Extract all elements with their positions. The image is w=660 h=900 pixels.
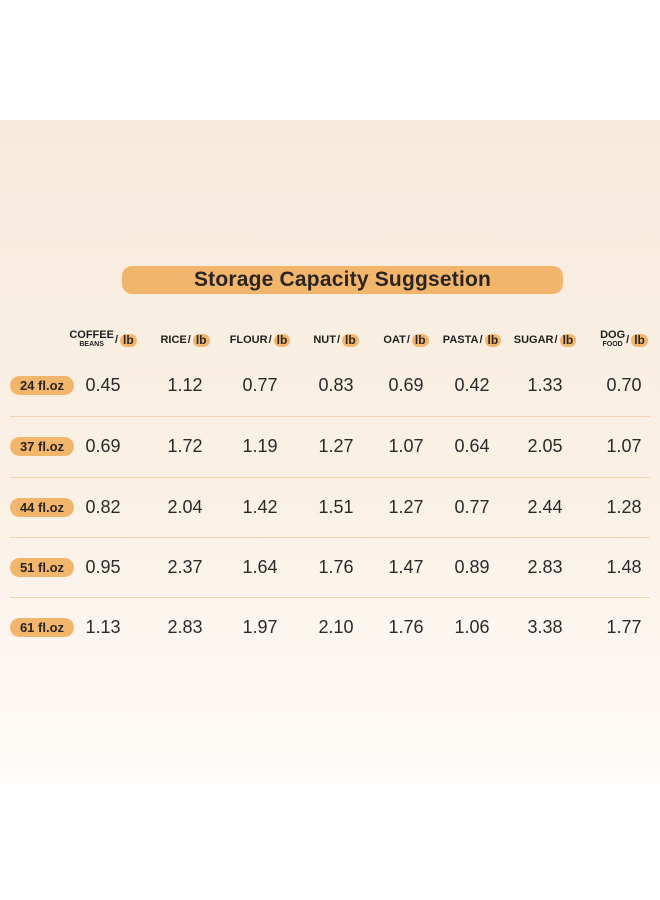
row-label: 61 fl.oz [10,618,74,637]
table-cell: 1.48 [606,556,642,577]
column-header-flour: FLOUR / lb [220,328,300,352]
unit-badge: lb [273,333,291,347]
column-header-slash: / [187,334,191,346]
column-header-slash: / [479,334,483,346]
table-cell: 1.12 [167,374,203,395]
table-cell: 2.10 [318,616,354,637]
row-label: 37 fl.oz [10,437,74,456]
column-header-sub: BEANS [79,341,104,348]
table-cell: 0.82 [85,496,121,517]
table-cell: 1.33 [527,374,563,395]
column-header-main: COFFEE [69,329,114,341]
unit-badge: lb [559,333,577,347]
table-cell: 1.07 [606,435,642,456]
table-cell: 1.07 [388,435,424,456]
table-cell: 0.83 [318,374,354,395]
table-cell: 1.06 [454,616,490,637]
table-cell: 1.13 [85,616,121,637]
column-header-rice: RICE / lb [145,328,225,352]
table-cell: 0.95 [85,556,121,577]
table-cell: 0.69 [85,435,121,456]
table-cell: 1.76 [318,556,354,577]
column-header-slash: / [626,334,630,346]
table-cell: 2.05 [527,435,563,456]
column-header-name: OAT [383,334,406,346]
column-header-slash: / [406,334,410,346]
table-cell: 0.70 [606,374,642,395]
column-header-slash: / [114,334,118,346]
row-divider [10,477,650,478]
column-header-dog: DOG FOOD / lb [584,328,660,352]
column-header-sub: FOOD [602,341,623,348]
column-header-name: FLOUR [229,334,268,346]
unit-badge: lb [192,333,210,347]
table-cell: 1.77 [606,616,642,637]
column-header-main: DOG [600,329,626,341]
column-header-name: COFFEE BEANS [69,330,114,350]
row-divider [10,416,650,417]
column-header-slash: / [336,334,340,346]
row-label: 44 fl.oz [10,498,74,517]
column-header-name: SUGAR [513,334,554,346]
row-divider [10,537,650,538]
column-header-coffee: COFFEE BEANS / lb [63,328,143,352]
table-cell: 2.04 [167,496,203,517]
unit-badge: lb [631,333,648,347]
row-label: 24 fl.oz [10,376,74,395]
table-cell: 0.89 [454,556,490,577]
unit-badge: lb [484,333,502,347]
row-label: 51 fl.oz [10,558,74,577]
column-header-name: DOG FOOD [600,330,625,350]
table-cell: 1.64 [242,556,278,577]
table-cell: 0.77 [454,496,490,517]
table-cell: 1.72 [167,435,203,456]
table-cell: 1.76 [388,616,424,637]
table-cell: 2.83 [527,556,563,577]
table-cell: 1.28 [606,496,642,517]
table-cell: 1.27 [388,496,424,517]
table-cell: 2.44 [527,496,563,517]
column-header-name: RICE [160,334,187,346]
table-cell: 0.64 [454,435,490,456]
column-header-slash: / [554,334,558,346]
table-cell: 0.42 [454,374,490,395]
unit-badge: lb [342,333,359,347]
column-header-pasta: PASTA / lb [432,328,512,352]
table-cell: 1.97 [242,616,278,637]
column-header-nut: NUT / lb [296,328,376,352]
table-cell: 1.51 [318,496,354,517]
table-cell: 1.42 [242,496,278,517]
table-cell: 0.69 [388,374,424,395]
unit-badge: lb [120,333,137,347]
column-header-name: NUT [313,334,336,346]
table-cell: 1.27 [318,435,354,456]
column-header-sugar: SUGAR / lb [505,328,585,352]
table-cell: 2.83 [167,616,203,637]
table-cell: 0.77 [242,374,278,395]
table-cell: 0.45 [85,374,121,395]
table-title-text: Storage Capacity Suggsetion [193,268,492,291]
table-cell: 1.47 [388,556,424,577]
table-cell: 1.19 [242,435,278,456]
column-header-name: PASTA [442,334,479,346]
table-cell: 2.37 [167,556,203,577]
column-header-slash: / [268,334,272,346]
row-divider [10,597,650,598]
unit-badge: lb [411,333,429,347]
background-panel [0,120,660,780]
table-title: Storage Capacity Suggsetion [122,266,563,294]
table-cell: 3.38 [527,616,563,637]
column-header-oat: OAT / lb [366,328,446,352]
